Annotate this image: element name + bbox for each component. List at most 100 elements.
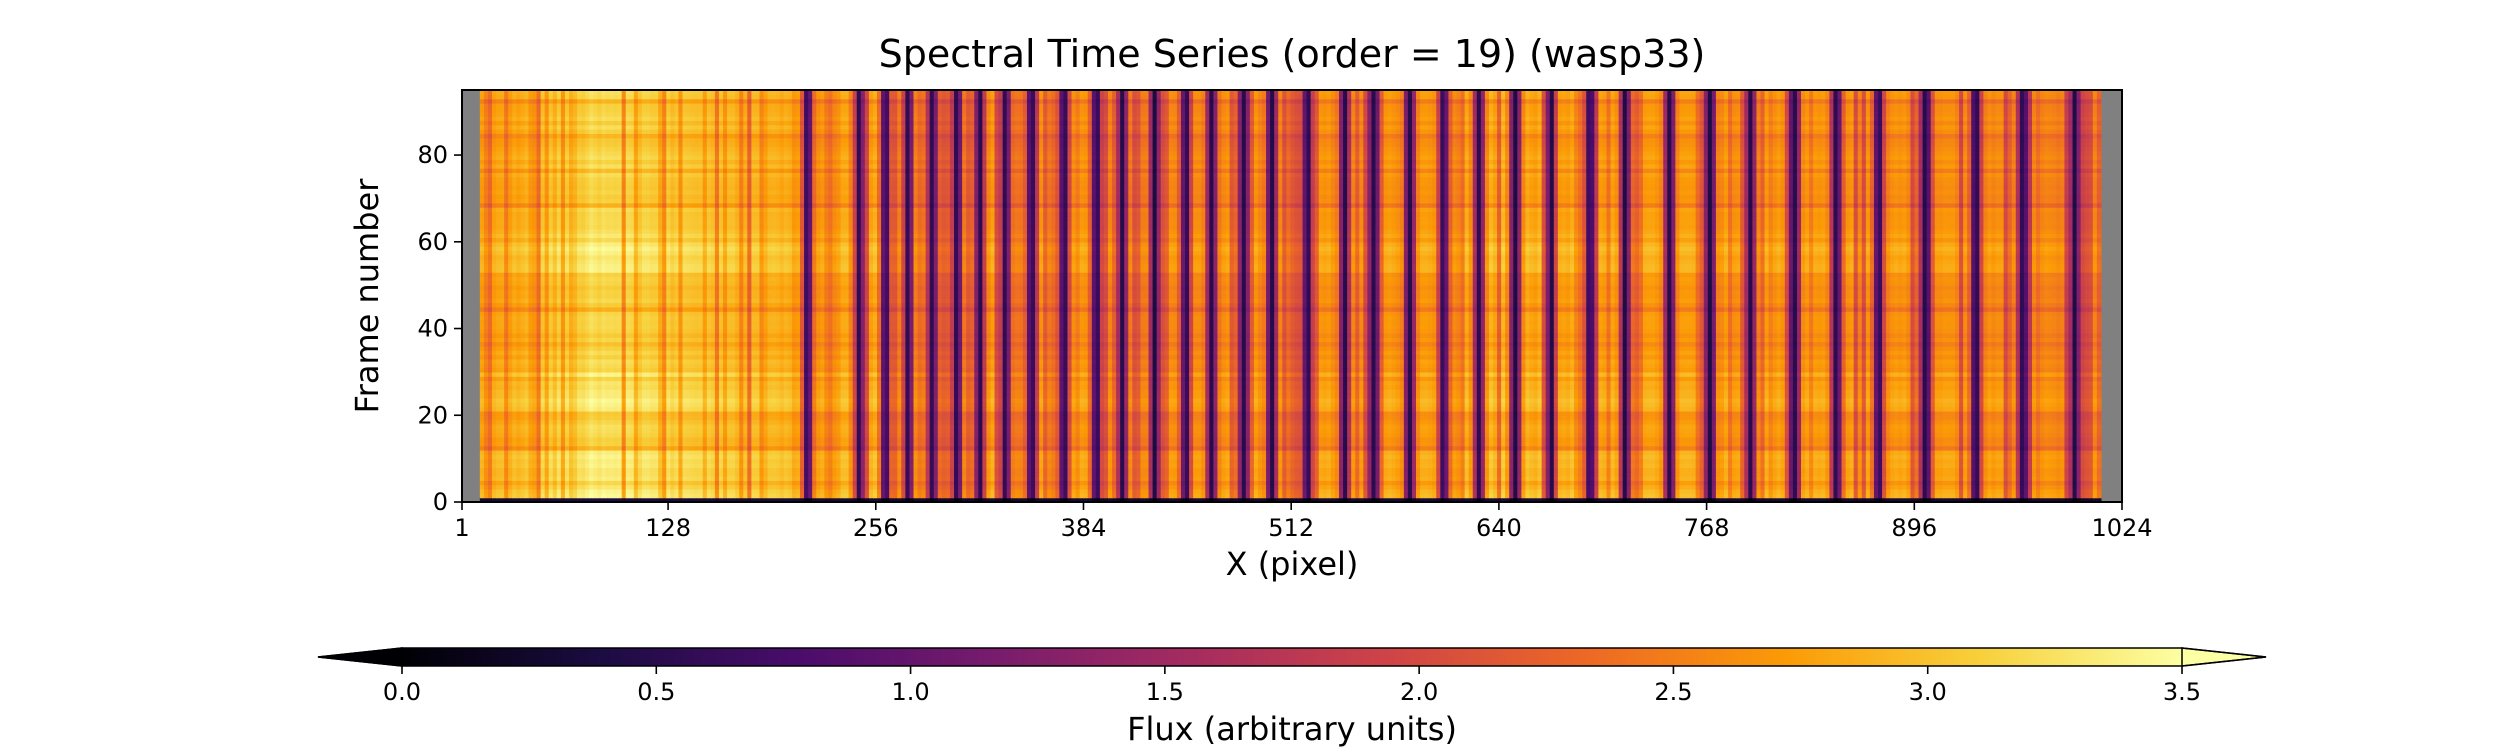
heatmap-cell xyxy=(1688,489,1693,494)
heatmap-cell xyxy=(1481,467,1486,472)
heatmap-cell xyxy=(1286,472,1291,477)
heatmap-cell xyxy=(922,454,927,459)
heatmap-cell xyxy=(1226,454,1231,459)
heatmap-cell xyxy=(1574,472,1579,477)
heatmap-cell xyxy=(662,480,667,485)
heatmap-cell xyxy=(1084,472,1089,477)
heatmap-cell xyxy=(1736,485,1741,490)
heatmap-cell xyxy=(1250,476,1255,481)
heatmap-cell xyxy=(1343,485,1348,490)
heatmap-cell xyxy=(691,476,696,481)
heatmap-cell xyxy=(1031,476,1036,481)
heatmap-cell xyxy=(1286,454,1291,459)
heatmap-cell xyxy=(488,480,493,485)
heatmap-cell xyxy=(1007,463,1012,468)
heatmap-cell xyxy=(1108,454,1113,459)
heatmap-cell xyxy=(1448,476,1453,481)
heatmap-cell xyxy=(1424,454,1429,459)
heatmap-cell xyxy=(1939,485,1944,490)
heatmap-cell xyxy=(743,489,748,494)
heatmap-cell xyxy=(1850,493,1855,498)
heatmap-cell xyxy=(1728,463,1733,468)
heatmap-cell xyxy=(1598,485,1603,490)
heatmap-cell xyxy=(1266,454,1271,459)
heatmap-cell xyxy=(1846,472,1851,477)
heatmap-cell xyxy=(516,480,521,485)
heatmap-cell xyxy=(1165,476,1170,481)
heatmap-cell xyxy=(1339,480,1344,485)
heatmap-cell xyxy=(1343,476,1348,481)
heatmap-cell xyxy=(1898,467,1903,472)
heatmap-cell xyxy=(743,485,748,490)
heatmap-cell xyxy=(982,463,987,468)
heatmap-cell xyxy=(1153,476,1158,481)
heatmap-cell xyxy=(743,459,748,464)
heatmap-cell xyxy=(1598,467,1603,472)
heatmap-cell xyxy=(1250,454,1255,459)
heatmap-cell xyxy=(824,485,829,490)
heatmap-cell xyxy=(1898,454,1903,459)
heatmap-cell xyxy=(1043,450,1048,455)
heatmap-cell xyxy=(1165,485,1170,490)
heatmap-cell xyxy=(1136,476,1141,481)
heatmap-cell xyxy=(1517,459,1522,464)
heatmap-cell xyxy=(577,467,582,472)
heatmap-cell xyxy=(1221,485,1226,490)
heatmap-cell xyxy=(849,463,854,468)
heatmap-cell xyxy=(1493,472,1498,477)
heatmap-cell xyxy=(626,476,631,481)
heatmap-cell xyxy=(1769,463,1774,468)
heatmap-cell xyxy=(711,489,716,494)
heatmap-cell xyxy=(1298,467,1303,472)
heatmap-cell xyxy=(1371,472,1376,477)
heatmap-cell xyxy=(674,476,679,481)
heatmap-cell xyxy=(1785,476,1790,481)
heatmap-cell xyxy=(958,476,963,481)
heatmap-cell xyxy=(1011,480,1016,485)
heatmap-cell xyxy=(508,463,513,468)
heatmap-cell xyxy=(533,446,538,451)
heatmap-cell xyxy=(504,459,509,464)
heatmap-cell xyxy=(885,450,890,455)
heatmap-cell xyxy=(962,450,967,455)
heatmap-cell xyxy=(691,467,696,472)
heatmap-cell xyxy=(905,476,910,481)
heatmap-cell xyxy=(1821,472,1826,477)
heatmap-cell xyxy=(549,476,554,481)
heatmap-cell xyxy=(1205,476,1210,481)
heatmap-cell xyxy=(893,493,898,498)
heatmap-cell xyxy=(885,493,890,498)
heatmap-cell xyxy=(1821,485,1826,490)
heatmap-cell xyxy=(739,463,744,468)
heatmap-cell xyxy=(796,493,801,498)
heatmap-cell xyxy=(1975,493,1980,498)
heatmap-cell xyxy=(589,467,594,472)
heatmap-cell xyxy=(512,463,517,468)
heatmap-cell xyxy=(687,459,692,464)
heatmap-cell xyxy=(897,485,902,490)
heatmap-cell xyxy=(2008,450,2013,455)
heatmap-cell xyxy=(1683,485,1688,490)
heatmap-cell xyxy=(1821,450,1826,455)
heatmap-cell xyxy=(1777,493,1782,498)
heatmap-cell xyxy=(1773,459,1778,464)
heatmap-cell xyxy=(995,476,1000,481)
heatmap-cell xyxy=(897,454,902,459)
heatmap-cell xyxy=(492,489,497,494)
heatmap-cell xyxy=(1315,467,1320,472)
heatmap-cell xyxy=(1165,454,1170,459)
heatmap-cell xyxy=(1307,463,1312,468)
heatmap-cell xyxy=(1124,450,1129,455)
heatmap-cell xyxy=(950,463,955,468)
heatmap-cell xyxy=(1566,489,1571,494)
heatmap-cell xyxy=(1509,485,1514,490)
heatmap-cell xyxy=(820,480,825,485)
heatmap-cell xyxy=(1890,450,1895,455)
heatmap-cell xyxy=(699,454,704,459)
heatmap-cell xyxy=(739,472,744,477)
heatmap-cell xyxy=(1513,454,1518,459)
heatmap-cell xyxy=(905,472,910,477)
heatmap-cell xyxy=(1927,459,1932,464)
heatmap-cell xyxy=(1716,476,1721,481)
heatmap-cell xyxy=(1477,472,1482,477)
